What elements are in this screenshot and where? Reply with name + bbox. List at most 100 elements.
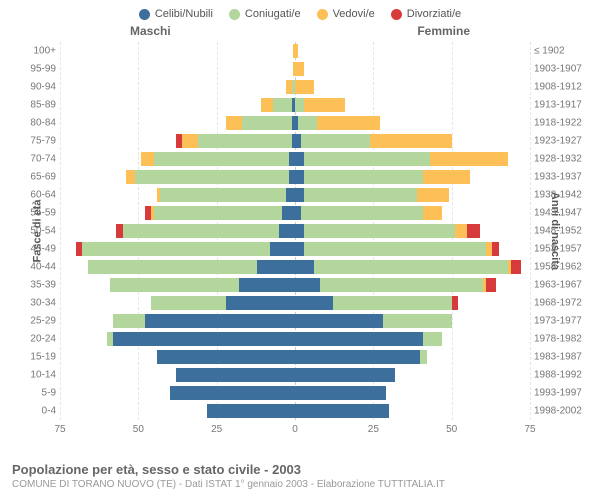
bar-segment: [282, 206, 295, 220]
birth-year-label: 1948-1952: [534, 226, 596, 237]
female-bar: [295, 152, 530, 166]
bar-segment: [295, 98, 304, 112]
bar-segment: [295, 368, 395, 382]
birth-year-label: 1973-1977: [534, 316, 596, 327]
birth-year-label: 1988-1992: [534, 370, 596, 381]
legend-item: Coniugati/e: [229, 8, 301, 20]
age-row: 50-541948-1952: [60, 222, 530, 240]
age-row: 5-91993-1997: [60, 384, 530, 402]
legend: Celibi/NubiliConiugati/eVedovi/eDivorzia…: [0, 0, 600, 24]
gridline: [530, 42, 531, 420]
female-bar: [295, 62, 530, 76]
bar-segment: [295, 332, 423, 346]
bar-segment: [239, 278, 295, 292]
legend-swatch: [317, 9, 328, 20]
bar-segment: [226, 116, 242, 130]
age-label: 75-79: [14, 136, 56, 147]
bar-segment: [295, 224, 304, 238]
x-tick: 0: [292, 424, 298, 435]
male-bar: [60, 188, 295, 202]
female-bar: [295, 134, 530, 148]
female-bar: [295, 44, 530, 58]
age-label: 85-89: [14, 100, 56, 111]
bar-segment: [295, 62, 304, 76]
population-pyramid-chart: Celibi/NubiliConiugati/eVedovi/eDivorzia…: [0, 0, 600, 500]
birth-year-label: 1903-1907: [534, 64, 596, 75]
bar-segment: [423, 170, 470, 184]
male-bar: [60, 98, 295, 112]
age-row: 60-641938-1942: [60, 186, 530, 204]
bar-segment: [317, 116, 380, 130]
bar-segment: [182, 134, 198, 148]
legend-swatch: [139, 9, 150, 20]
bar-segment: [160, 188, 285, 202]
bar-segment: [295, 260, 314, 274]
age-row: 85-891913-1917: [60, 96, 530, 114]
age-label: 35-39: [14, 280, 56, 291]
female-bar: [295, 314, 530, 328]
female-bar: [295, 242, 530, 256]
age-row: 30-341968-1972: [60, 294, 530, 312]
male-bar: [60, 134, 295, 148]
age-row: 10-141988-1992: [60, 366, 530, 384]
bar-segment: [423, 206, 442, 220]
age-label: 30-34: [14, 298, 56, 309]
bar-segment: [455, 224, 468, 238]
bar-segment: [286, 188, 295, 202]
gender-headers: Maschi Femmine: [0, 24, 600, 42]
male-bar: [60, 314, 295, 328]
male-bar: [60, 80, 295, 94]
male-bar: [60, 404, 295, 418]
bar-segment: [295, 170, 304, 184]
bar-segment: [123, 224, 280, 238]
birth-year-label: 1928-1932: [534, 154, 596, 165]
bar-segment: [430, 152, 508, 166]
female-bar: [295, 80, 530, 94]
male-bar: [60, 386, 295, 400]
birth-year-label: 1938-1942: [534, 190, 596, 201]
x-axis: 7550250255075: [60, 420, 530, 442]
bar-segment: [492, 242, 498, 256]
birth-year-label: 1933-1937: [534, 172, 596, 183]
bar-rows: 100+≤ 190295-991903-190790-941908-191285…: [60, 42, 530, 420]
bar-segment: [270, 242, 295, 256]
legend-label: Celibi/Nubili: [155, 8, 213, 20]
bar-segment: [420, 350, 426, 364]
female-bar: [295, 332, 530, 346]
legend-label: Coniugati/e: [245, 8, 301, 20]
age-label: 100+: [14, 46, 56, 57]
header-male: Maschi: [130, 24, 171, 38]
bar-segment: [452, 296, 458, 310]
birth-year-label: 1978-1982: [534, 334, 596, 345]
birth-year-label: 1963-1967: [534, 280, 596, 291]
bar-segment: [314, 260, 508, 274]
birth-year-label: ≤ 1902: [534, 46, 596, 57]
male-bar: [60, 224, 295, 238]
bar-segment: [151, 296, 226, 310]
age-row: 40-441958-1962: [60, 258, 530, 276]
female-bar: [295, 188, 530, 202]
male-bar: [60, 278, 295, 292]
bar-segment: [113, 332, 295, 346]
age-row: 20-241978-1982: [60, 330, 530, 348]
bar-segment: [145, 314, 295, 328]
bar-segment: [304, 170, 423, 184]
birth-year-label: 1943-1947: [534, 208, 596, 219]
male-bar: [60, 170, 295, 184]
bar-segment: [135, 170, 289, 184]
bar-segment: [295, 44, 298, 58]
bar-segment: [295, 350, 420, 364]
legend-swatch: [391, 9, 402, 20]
x-tick: 50: [446, 424, 457, 435]
age-label: 40-44: [14, 262, 56, 273]
female-bar: [295, 368, 530, 382]
bar-segment: [295, 278, 320, 292]
bar-segment: [198, 134, 292, 148]
age-row: 25-291973-1977: [60, 312, 530, 330]
birth-year-label: 1918-1922: [534, 118, 596, 129]
female-bar: [295, 206, 530, 220]
bar-segment: [333, 296, 452, 310]
bar-segment: [295, 386, 386, 400]
age-label: 70-74: [14, 154, 56, 165]
bar-segment: [157, 350, 295, 364]
